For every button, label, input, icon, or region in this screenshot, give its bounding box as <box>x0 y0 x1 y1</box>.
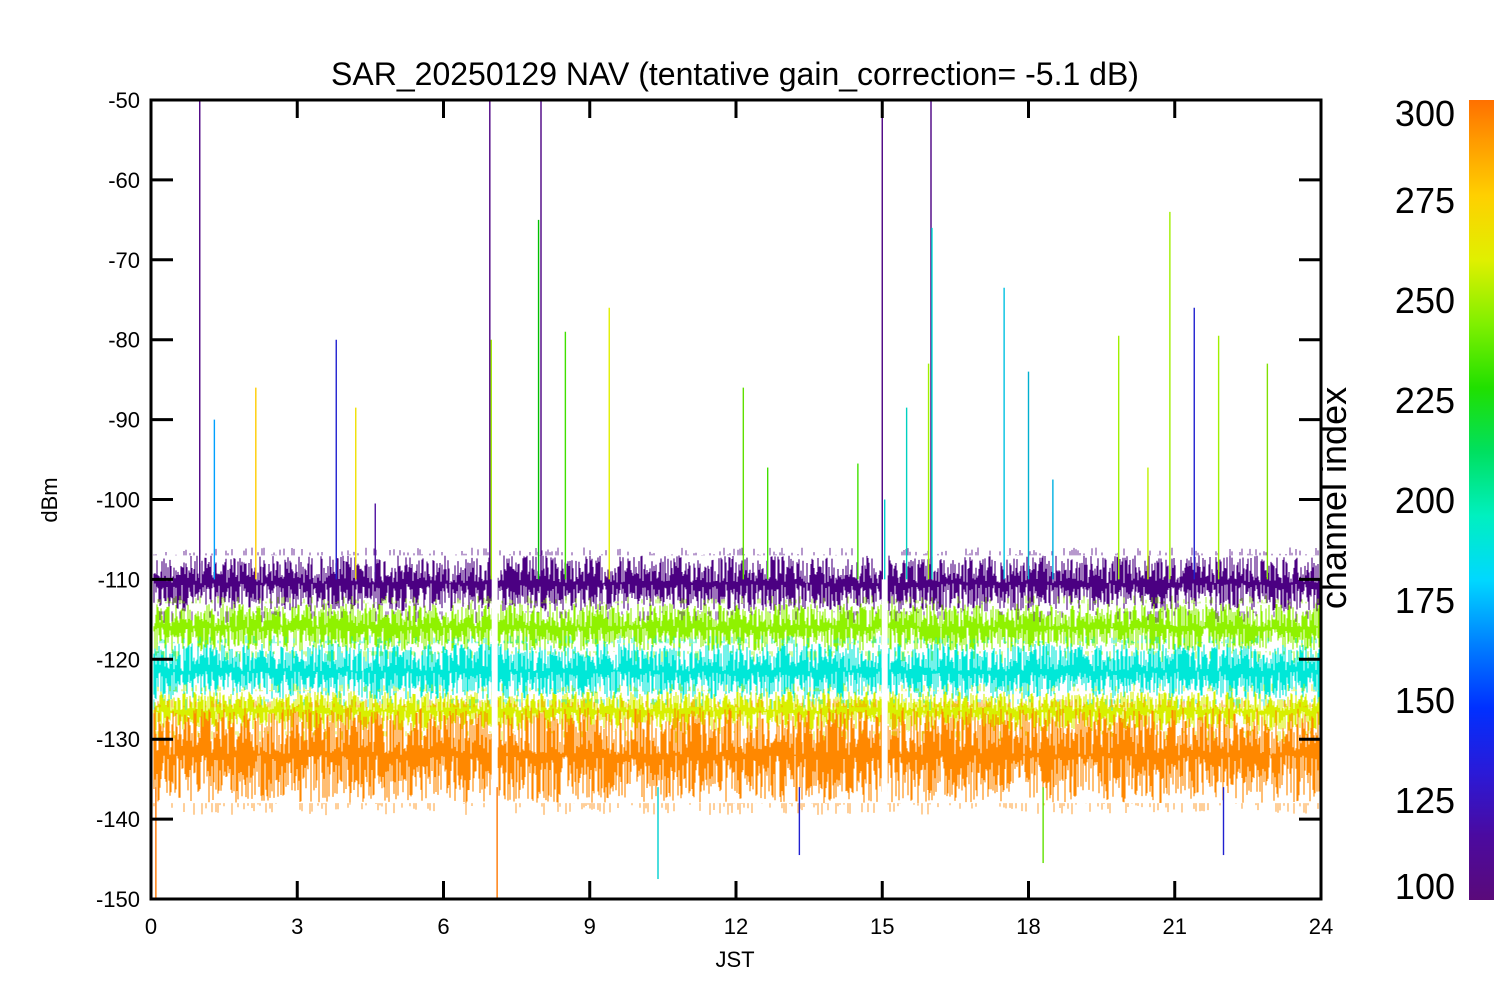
y-tick-label: -80 <box>108 328 140 353</box>
y-tick-label: -130 <box>96 727 140 752</box>
colorbar-tick-label: 225 <box>1395 380 1455 421</box>
colorbar-tick-label: 250 <box>1395 280 1455 321</box>
series-band-1 <box>153 555 1320 612</box>
y-tick-label: -70 <box>108 248 140 273</box>
x-tick-label: 21 <box>1163 914 1187 939</box>
colorbar-tick-label: 175 <box>1395 580 1455 621</box>
x-tick-label: 15 <box>870 914 894 939</box>
data-gap-1 <box>491 531 498 828</box>
spikes <box>155 100 1269 899</box>
x-axis-label: JST <box>715 947 754 972</box>
colorbar-label: channel index <box>1313 387 1354 609</box>
x-tick-label: 3 <box>291 914 303 939</box>
y-axis-label: dBm <box>37 477 62 522</box>
y-tick-label: -120 <box>96 647 140 672</box>
x-tick-label: 12 <box>724 914 748 939</box>
colorbar-tick-label: 125 <box>1395 780 1455 821</box>
series-band-3 <box>153 643 1320 700</box>
y-tick-label: -150 <box>96 887 140 912</box>
plot-area <box>153 100 1320 899</box>
colorbar-tick-labels: 300 275 250 225 200 175 150 125 100 <box>1395 93 1455 907</box>
x-tick-label: 18 <box>1016 914 1040 939</box>
noise-bands <box>153 547 1320 816</box>
x-tick-label: 0 <box>145 914 157 939</box>
y-tick-label: -140 <box>96 807 140 832</box>
x-tick-labels: 0 3 6 9 12 15 18 21 24 <box>145 914 1333 939</box>
series-fringe-5 <box>153 699 1319 816</box>
data-gap-2 <box>881 531 888 828</box>
y-tick-label: -110 <box>98 567 140 592</box>
colorbar-tick-label: 275 <box>1395 180 1455 221</box>
colorbar <box>1469 100 1494 900</box>
chart-title: SAR_20250129 NAV (tentative gain_correct… <box>331 56 1139 92</box>
colorbar-tick-label: 100 <box>1395 866 1455 907</box>
x-tick-label: 24 <box>1309 914 1333 939</box>
colorbar-tick-label: 300 <box>1395 93 1455 134</box>
data-gaps <box>491 531 888 828</box>
x-tick-label: 9 <box>584 914 596 939</box>
x-tick-label: 6 <box>437 914 449 939</box>
colorbar-tick-label: 200 <box>1395 480 1455 521</box>
y-tick-label: -60 <box>108 168 140 193</box>
y-tick-label: -100 <box>96 488 140 513</box>
series-band-5 <box>153 707 1320 804</box>
y-tick-label: -50 <box>108 88 140 113</box>
axis-ticks <box>149 98 1323 901</box>
y-tick-label: -90 <box>108 408 140 433</box>
y-tick-labels: -50 -60 -70 -80 -90 -100 -110 -120 -130 -140 -150 <box>96 88 140 912</box>
colorbar-tick-label: 150 <box>1395 680 1455 721</box>
series-band-2 <box>153 603 1320 652</box>
